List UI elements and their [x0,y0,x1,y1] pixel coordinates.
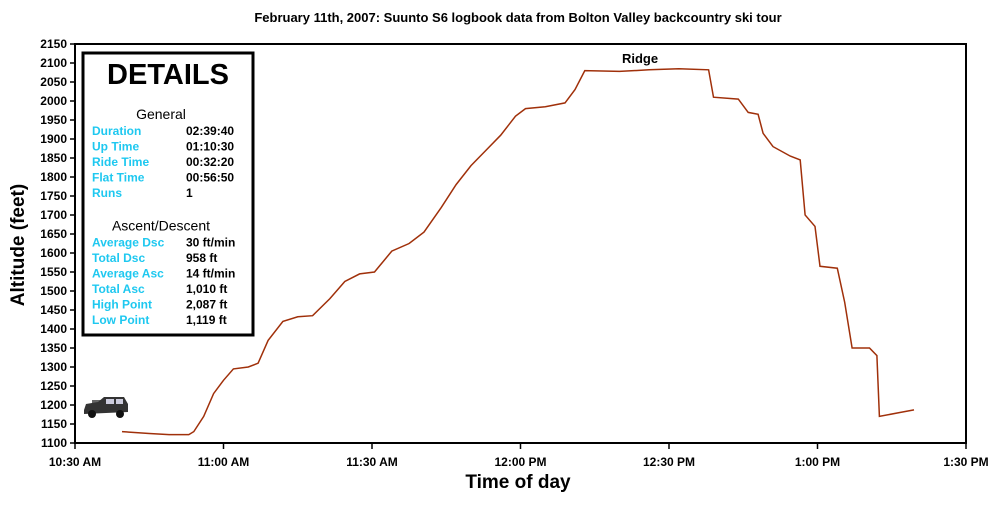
detail-key: Up Time [92,140,139,154]
details-title: DETAILS [107,59,229,91]
y-tick-label: 1150 [41,417,67,431]
x-tick-label: 11:30 AM [346,455,398,469]
y-tick-label: 1200 [40,398,67,412]
y-tick-label: 1950 [40,113,67,127]
y-tick-label: 1700 [40,208,67,222]
data-line [121,67,915,436]
detail-key: Duration [92,124,141,138]
y-tick-label: 2050 [40,75,67,89]
detail-key: High Point [92,298,152,312]
y-tick-label: 1100 [41,436,67,450]
y-tick-label: 1600 [40,246,67,260]
chart-title: February 11th, 2007: Suunto S6 logbook d… [254,10,781,25]
car-icon [84,397,128,418]
annotation: Ridge [622,51,658,66]
x-tick-label: 1:00 PM [795,455,840,469]
detail-value: 00:32:20 [186,155,234,169]
detail-value: 01:10:30 [186,140,234,154]
detail-key: Total Asc [92,282,145,296]
x-tick-label: 10:30 AM [49,455,101,469]
y-tick-label: 1750 [40,189,67,203]
detail-key: Average Dsc [92,236,165,250]
y-tick-label: 2150 [40,37,67,51]
detail-key: Low Point [92,313,149,327]
y-tick-label: 1400 [40,322,67,336]
y-tick-label: 1500 [40,284,67,298]
y-tick-label: 1900 [40,132,67,146]
y-tick-label: 1850 [40,151,67,165]
detail-value: 30 ft/min [186,236,235,250]
detail-key: Ride Time [92,155,149,169]
y-tick-label: 2100 [40,56,67,70]
y-tick-label: 1450 [40,303,67,317]
y-tick-label: 1800 [40,170,67,184]
detail-value: 00:56:50 [186,171,234,185]
detail-value: 958 ft [186,251,217,265]
x-tick-label: 12:00 PM [494,455,546,469]
detail-key: Flat Time [92,171,145,185]
section-heading: General [136,106,186,122]
detail-key: Total Dsc [92,251,145,265]
detail-value: 2,087 ft [186,298,227,312]
x-tick-label: 1:30 PM [943,455,988,469]
x-axis-label: Time of day [465,472,571,493]
y-tick-label: 1650 [40,227,67,241]
y-tick-label: 2000 [40,94,67,108]
x-tick-label: 12:30 PM [643,455,695,469]
detail-value: 1,010 ft [186,282,227,296]
detail-value: 1,119 ft [186,313,227,327]
y-tick-label: 1550 [40,265,67,279]
x-tick-label: 11:00 AM [198,455,250,469]
detail-key: Average Asc [92,267,164,281]
details-box: DETAILS General Duration 02:39:40 Up Time 01:… [81,51,255,337]
y-axis-label: Altitude (feet) [8,184,29,306]
details-frame [81,51,255,337]
y-tick-label: 1350 [40,341,67,355]
detail-value: 1 [186,186,193,200]
y-tick-label: 1250 [40,379,67,393]
detail-value: 14 ft/min [186,267,235,281]
section-heading: Ascent/Descent [112,218,210,234]
y-tick-label: 1300 [40,360,67,374]
detail-value: 02:39:40 [186,124,234,138]
detail-key: Runs [92,186,122,200]
